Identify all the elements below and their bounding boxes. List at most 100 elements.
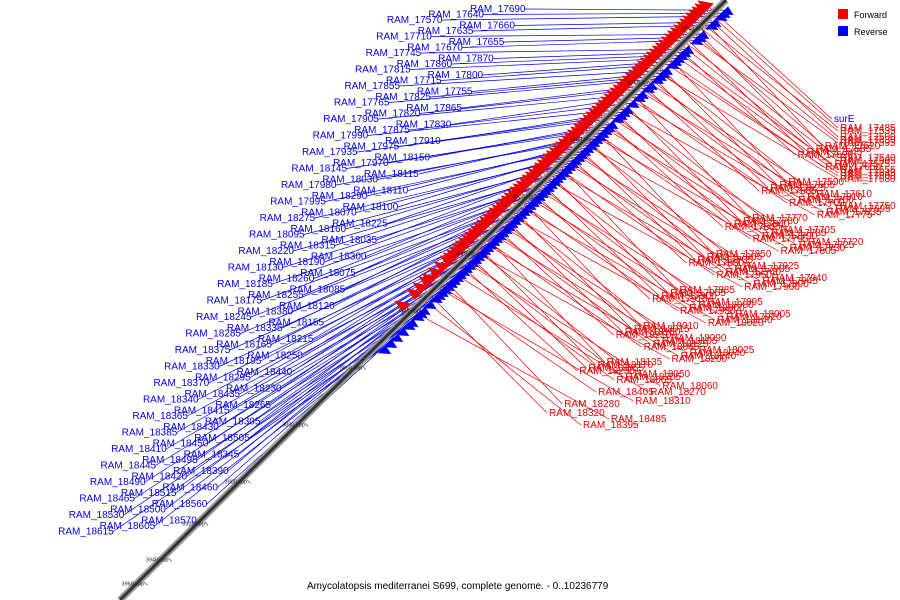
forward-gene-label[interactable]: RAM_18485	[611, 414, 667, 425]
forward-gene-label[interactable]: RAM_17900	[661, 291, 717, 302]
forward-gene-label[interactable]: RAM_17950	[716, 270, 772, 281]
reverse-gene-label[interactable]: RAM_18530	[69, 510, 125, 521]
forward-gene-label[interactable]: RAM_17775	[817, 210, 873, 221]
forward-gene-label[interactable]: RAM_17785	[771, 228, 827, 239]
forward-gene-label[interactable]: RAM_17965	[707, 252, 763, 263]
reverse-gene-label[interactable]: RAM_17870	[438, 54, 494, 65]
reverse-gene-label[interactable]: RAM_18075	[300, 268, 356, 279]
forward-gene-label[interactable]: RAM_17500	[840, 132, 896, 143]
forward-gene-arrow[interactable]	[427, 267, 445, 279]
reverse-gene-label[interactable]: RAM_18095	[249, 230, 305, 241]
forward-gene-label[interactable]: RAM_17695	[835, 204, 891, 215]
forward-gene-label[interactable]: RAM_17645	[840, 168, 896, 179]
reverse-gene-label[interactable]: RAM_18175	[207, 296, 263, 307]
forward-gene-label[interactable]: RAM_17930	[680, 306, 736, 317]
reverse-gene-arrow[interactable]	[396, 327, 410, 337]
reverse-gene-label[interactable]: RAM_18365	[132, 411, 188, 422]
reverse-gene-label[interactable]: RAM_18305	[205, 417, 261, 428]
reverse-gene-label[interactable]: RAM_17855	[344, 81, 400, 92]
forward-gene-label[interactable]: RAM_18395	[583, 420, 639, 431]
reverse-gene-label[interactable]: RAM_18265	[215, 400, 271, 411]
forward-gene-label[interactable]: RAM_18040	[690, 348, 746, 359]
reverse-gene-label[interactable]: RAM_18495	[142, 455, 198, 466]
reverse-gene-label[interactable]: RAM_17865	[406, 103, 462, 114]
reverse-gene-label[interactable]: RAM_18435	[184, 389, 240, 400]
reverse-gene-label[interactable]: RAM_18290	[312, 191, 368, 202]
reverse-gene-label[interactable]: RAM_18330	[164, 362, 220, 373]
forward-gene-label[interactable]: RAM_17620	[798, 150, 854, 161]
forward-gene-label[interactable]: RAM_18020	[708, 318, 764, 329]
reverse-gene-label[interactable]: RAM_18230	[226, 384, 282, 395]
reverse-gene-arrow[interactable]	[714, 12, 728, 22]
reverse-gene-label[interactable]: RAM_17640	[428, 10, 484, 21]
reverse-gene-label[interactable]: RAM_18385	[122, 428, 178, 439]
forward-gene-arrow[interactable]	[412, 282, 430, 294]
reverse-gene-label[interactable]: RAM_17935	[302, 147, 358, 158]
forward-gene-label[interactable]: RAM_17740	[725, 267, 781, 278]
forward-gene-label[interactable]: RAM_17650	[825, 162, 881, 173]
reverse-gene-arrow[interactable]	[611, 114, 625, 124]
reverse-gene-label[interactable]: RAM_17755	[417, 87, 473, 98]
reverse-gene-label[interactable]: RAM_17710	[376, 32, 432, 43]
reverse-gene-arrow[interactable]	[402, 321, 416, 331]
reverse-gene-label[interactable]: RAM_18255	[248, 290, 304, 301]
forward-gene-label[interactable]: RAM_18135	[607, 357, 663, 368]
forward-gene-arrow[interactable]	[406, 288, 424, 300]
forward-gene-label[interactable]: RAM_18320	[549, 408, 605, 419]
forward-gene-arrow[interactable]	[433, 261, 451, 273]
forward-gene-label[interactable]: RAM_18200	[671, 354, 727, 365]
forward-gene-label[interactable]: RAM_18090	[671, 333, 727, 344]
forward-gene-label[interactable]: RAM_17750	[840, 201, 896, 212]
forward-gene-label[interactable]: RAM_18000	[689, 303, 745, 314]
reverse-gene-label[interactable]: RAM_17765	[334, 98, 390, 109]
forward-gene-label[interactable]: surE	[834, 114, 855, 125]
reverse-gene-arrow[interactable]	[641, 84, 655, 94]
reverse-gene-label[interactable]: RAM_17825	[375, 92, 431, 103]
reverse-gene-label[interactable]: RAM_18465	[79, 494, 135, 505]
forward-gene-label[interactable]: RAM_17735	[698, 255, 754, 266]
reverse-gene-label[interactable]: RAM_18150	[374, 153, 430, 164]
reverse-gene-label[interactable]: RAM_17860	[397, 59, 453, 70]
reverse-gene-label[interactable]: RAM_18220	[238, 246, 294, 257]
forward-gene-label[interactable]: RAM_17850	[716, 249, 772, 260]
forward-gene-label[interactable]: RAM_17805	[781, 246, 837, 257]
reverse-gene-label[interactable]: RAM_17975	[344, 142, 400, 153]
reverse-gene-arrow[interactable]	[423, 300, 437, 310]
reverse-gene-label[interactable]: RAM_18250	[247, 351, 303, 362]
forward-gene-label[interactable]: RAM_18015	[634, 324, 690, 335]
forward-gene-label[interactable]: RAM_17685	[761, 186, 817, 197]
forward-gene-label[interactable]: RAM_17725	[799, 240, 855, 251]
reverse-gene-arrow[interactable]	[632, 93, 646, 103]
forward-gene-label[interactable]: RAM_18060	[662, 381, 718, 392]
reverse-gene-label[interactable]: RAM_18300	[311, 252, 367, 263]
forward-gene-label[interactable]: RAM_18205	[625, 372, 681, 383]
reverse-gene-label[interactable]: RAM_17875	[354, 125, 410, 136]
forward-gene-label[interactable]: RAM_18280	[564, 399, 620, 410]
reverse-gene-arrow[interactable]	[389, 333, 404, 343]
forward-gene-label[interactable]: RAM_17575	[834, 159, 890, 170]
forward-gene-label[interactable]: RAM_17600	[840, 171, 896, 182]
reverse-gene-label[interactable]: RAM_18100	[343, 202, 399, 213]
reverse-gene-label[interactable]: RAM_18070	[301, 208, 357, 219]
reverse-gene-label[interactable]: RAM_18035	[321, 235, 377, 246]
reverse-gene-label[interactable]: RAM_18450	[153, 439, 209, 450]
reverse-gene-label[interactable]: RAM_18285	[185, 329, 241, 340]
forward-gene-label[interactable]: RAM_17730	[790, 243, 846, 254]
reverse-gene-label[interactable]: RAM_18490	[90, 477, 146, 488]
forward-gene-label[interactable]: RAM_18080	[698, 300, 754, 311]
forward-gene-label[interactable]: RAM_17915	[652, 294, 708, 305]
forward-gene-label[interactable]: RAM_18065	[616, 375, 672, 386]
forward-gene-label[interactable]: RAM_17940	[771, 273, 827, 284]
reverse-gene-arrow[interactable]	[377, 345, 392, 355]
reverse-gene-label[interactable]: RAM_18145	[291, 164, 347, 175]
reverse-gene-label[interactable]: RAM_18420	[131, 472, 187, 483]
forward-gene-label[interactable]: RAM_17700	[789, 198, 845, 209]
forward-gene-label[interactable]: RAM_17945	[762, 276, 818, 287]
forward-gene-label[interactable]: RAM_18105	[662, 336, 718, 347]
forward-gene-arrow[interactable]	[439, 255, 457, 267]
forward-gene-label[interactable]: RAM_17960	[744, 282, 800, 293]
forward-gene-label[interactable]: RAM_18055	[588, 363, 644, 374]
forward-gene-label[interactable]: RAM_18405	[598, 387, 654, 398]
reverse-gene-label[interactable]: RAM_18085	[290, 285, 346, 296]
reverse-gene-label[interactable]: RAM_18295	[195, 373, 251, 384]
